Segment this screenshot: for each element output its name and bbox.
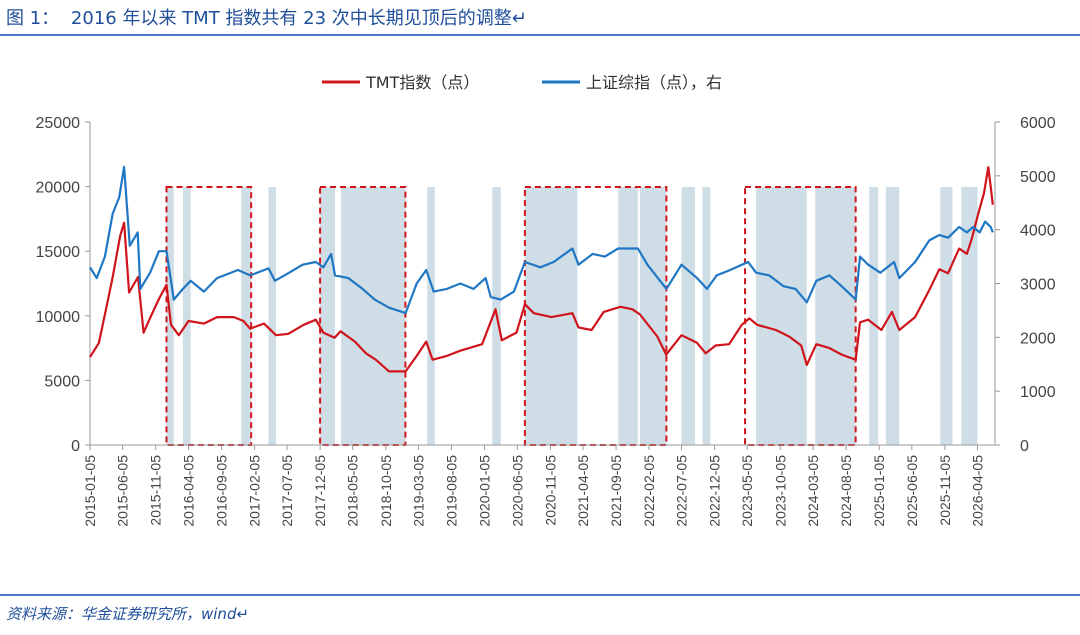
shaded-periods	[166, 187, 978, 445]
x-tick-label: 2020-06-05	[509, 455, 525, 527]
shaded-period	[618, 187, 638, 445]
chart-title: 图 1： 2016 年以来 TMT 指数共有 23 次中长期见顶后的调整↵	[6, 4, 527, 30]
x-tick-label: 2019-03-05	[410, 455, 426, 527]
shaded-period	[756, 187, 807, 445]
x-tick-label: 2025-01-05	[871, 455, 887, 527]
x-tick-label: 2021-04-05	[575, 455, 591, 527]
x-tick-label: 2022-12-05	[707, 455, 723, 527]
axes: 0 5000 10000 15000 20000 25000 0 1000 2000 3000 40…	[36, 115, 1056, 527]
highlight-box	[319, 186, 407, 446]
x-tick-label: 2015-11-05	[148, 455, 164, 526]
x-tick-label: 2026-04-05	[970, 455, 986, 527]
figure-title-text: 2016 年以来 TMT 指数共有 23 次中长期见顶后的调整↵	[70, 8, 527, 29]
y-left-tick-label: 0	[71, 438, 80, 455]
x-tick-label: 2017-07-05	[279, 455, 295, 527]
x-tick-label: 2015-06-05	[115, 455, 131, 527]
footer-divider	[0, 594, 1080, 596]
shaded-period	[681, 187, 695, 445]
x-tick-label: 2025-11-05	[937, 455, 953, 526]
x-tick-label: 2016-09-05	[214, 455, 230, 527]
shaded-period	[427, 187, 435, 445]
x-tick-label: 2024-03-05	[805, 455, 821, 527]
y-right-tick-label: 0	[1020, 438, 1029, 455]
y-left-tick-label: 5000	[44, 373, 80, 390]
x-tick-label: 2021-09-05	[608, 455, 624, 527]
legend-label-sse: 上证综指（点），右	[586, 73, 722, 92]
legend: TMT指数（点） 上证综指（点），右	[322, 73, 722, 92]
x-tick-label: 2018-05-05	[345, 455, 361, 527]
highlight-box	[165, 186, 253, 446]
figure-label: 图 1：	[6, 8, 60, 29]
y-right-tick-label: 4000	[1020, 223, 1056, 240]
y-left-tick-label: 15000	[36, 244, 81, 261]
shaded-period	[268, 187, 277, 445]
x-tick-label: 2015-01-05	[82, 455, 98, 527]
x-tick-label: 2022-07-05	[674, 455, 690, 527]
x-tick-label: 2017-02-05	[247, 455, 263, 527]
y-left-tick-label: 20000	[36, 180, 81, 197]
shaded-period	[341, 187, 406, 445]
x-tick-label: 2023-10-05	[772, 455, 788, 527]
source-note: 资料来源：华金证券研究所，wind↵	[6, 605, 250, 623]
shaded-period	[940, 187, 953, 445]
y-right-tick-label: 5000	[1020, 169, 1056, 186]
y-right-tick-label: 1000	[1020, 384, 1056, 401]
y-right-tick-label: 6000	[1020, 115, 1056, 132]
sse-index-line	[89, 165, 994, 315]
x-tick-label: 2017-12-05	[312, 455, 328, 527]
x-tick-label: 2024-08-05	[838, 455, 854, 527]
shaded-period	[182, 187, 191, 445]
series-lines	[89, 165, 994, 373]
x-tick-label: 2025-06-05	[904, 455, 920, 527]
y-left-tick-label: 10000	[36, 309, 81, 326]
y-left-tick-label: 25000	[36, 115, 81, 132]
tmt-index-line	[89, 166, 994, 373]
shaded-period	[640, 187, 667, 445]
x-tick-label: 2018-10-05	[378, 455, 394, 527]
chart-canvas: 0 5000 10000 15000 20000 25000 0 1000 2000 3000 40…	[36, 73, 1056, 527]
shaded-period	[869, 187, 879, 445]
shaded-period	[241, 187, 252, 445]
legend-label-tmt: TMT指数（点）	[365, 73, 479, 92]
x-tick-label: 2016-04-05	[181, 455, 197, 527]
shaded-period	[320, 187, 335, 445]
x-tick-label: 2019-08-05	[443, 455, 459, 527]
y-right-tick-label: 2000	[1020, 330, 1056, 347]
x-tick-label: 2022-02-05	[641, 455, 657, 527]
y-right-tick-label: 3000	[1020, 277, 1056, 294]
x-tick-label: 2020-01-05	[476, 455, 492, 527]
x-tick-label: 2020-11-05	[542, 455, 558, 526]
shaded-period	[815, 187, 856, 445]
title-divider	[0, 34, 1080, 36]
x-tick-label: 2023-05-05	[739, 455, 755, 527]
shaded-period	[702, 187, 711, 445]
